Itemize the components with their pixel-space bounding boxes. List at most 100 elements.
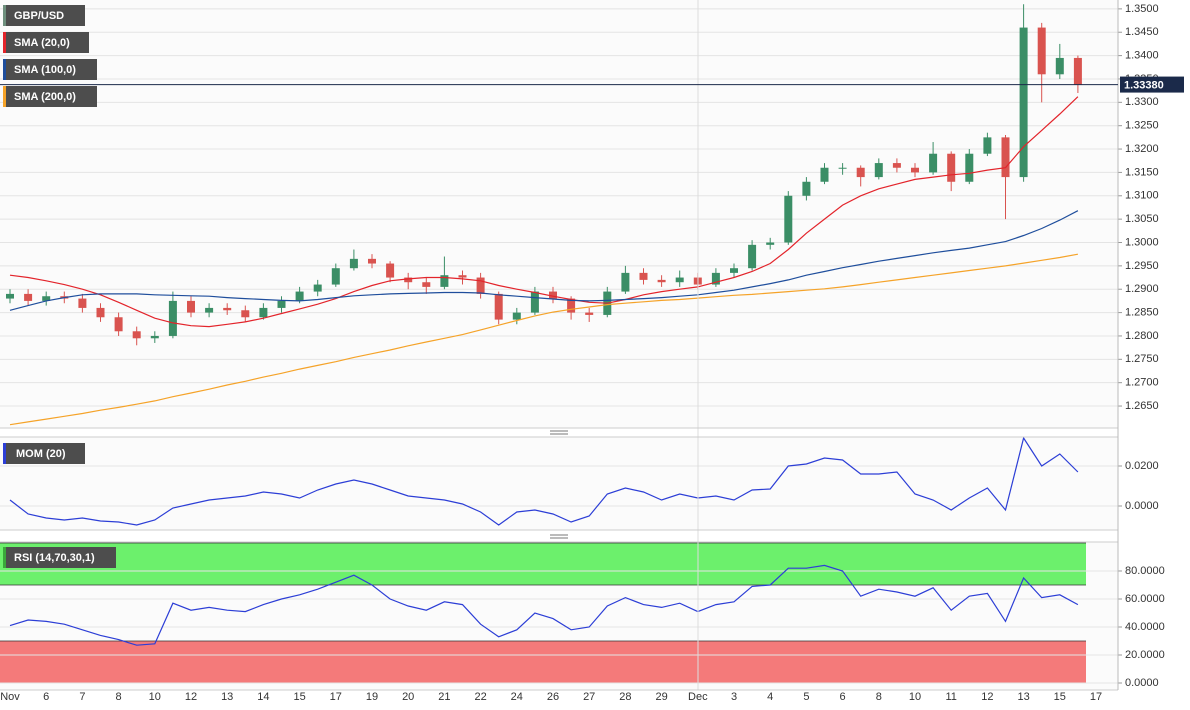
series-line <box>9 253 1079 426</box>
x-tick-label: 8 <box>116 691 122 703</box>
candle-body <box>114 317 123 332</box>
x-tick-label: 11 <box>945 691 956 703</box>
legend: GBP/USD SMA (20,0) SMA (100,0) SMA (200,… <box>3 5 116 568</box>
x-tick-label: 27 <box>583 691 595 703</box>
y-tick-label: 80.0000 <box>1125 565 1165 577</box>
candle-body <box>766 242 775 245</box>
candle-body <box>150 335 159 339</box>
y-tick-label: 0.0000 <box>1125 677 1159 689</box>
candle-body <box>874 163 883 178</box>
rsi-band <box>0 542 1086 585</box>
x-tick-label: 20 <box>402 691 414 703</box>
plot-area: 1.2650 1.2700 1.2750 1.2800 1.2850 1.2900 1.29… <box>0 3 1165 703</box>
y-tick-label: 1.3300 <box>1125 96 1159 108</box>
candle-body <box>132 331 141 339</box>
rsi-band <box>0 640 1086 683</box>
y-tick-label: 1.2850 <box>1125 306 1159 318</box>
candle-body <box>1019 27 1028 178</box>
splitter-grip[interactable] <box>550 430 568 435</box>
x-tick-label: 28 <box>619 691 631 703</box>
series-line <box>9 436 1079 526</box>
candle-body <box>929 153 938 173</box>
candle-body <box>223 307 232 311</box>
last-price-label: 1.33380 <box>1124 79 1164 91</box>
y-tick-label: 40.0000 <box>1125 621 1165 633</box>
candle-body <box>494 293 503 320</box>
y-tick-label: 1.2700 <box>1125 377 1159 389</box>
legend-label: RSI (14,70,30,1) <box>14 552 95 564</box>
candle-body <box>1037 27 1046 75</box>
legend-box <box>3 32 89 53</box>
x-tick-label: Dec <box>688 691 708 703</box>
candle-body <box>838 167 847 169</box>
candle-body <box>6 293 14 299</box>
y-tick-label: 1.3100 <box>1125 190 1159 202</box>
candle-body <box>187 300 195 313</box>
x-tick-label: 13 <box>1017 691 1029 703</box>
x-tick-label: 14 <box>257 691 269 703</box>
x-tick-label: 10 <box>149 691 161 703</box>
candle-body <box>42 296 51 301</box>
y-tick-label: 1.3050 <box>1125 213 1159 225</box>
candle-body <box>422 282 431 287</box>
legend-stripe <box>3 59 6 80</box>
x-tick-label: 22 <box>474 691 486 703</box>
legend-box <box>3 59 97 80</box>
symbol-label: GBP/USD <box>14 10 64 22</box>
x-tick-label: 13 <box>221 691 233 703</box>
series-line <box>9 96 1079 328</box>
candle-body <box>349 258 358 269</box>
x-tick-label: 17 <box>1090 691 1102 703</box>
candle-body <box>205 307 214 313</box>
y-tick-label: 1.3450 <box>1125 26 1159 38</box>
candle-body <box>168 300 177 336</box>
x-tick-label: 12 <box>981 691 993 703</box>
candle-body <box>404 277 413 283</box>
candle-body <box>820 167 829 182</box>
candle-body <box>512 312 521 320</box>
x-tick-label: 24 <box>511 691 523 703</box>
y-tick-label: 1.2900 <box>1125 283 1159 295</box>
candle-body <box>784 195 793 243</box>
candle-body <box>368 258 376 264</box>
legend-label: MOM (20) <box>16 448 66 460</box>
candle-body <box>947 153 956 182</box>
last-price-box <box>1120 76 1184 93</box>
candle-body <box>1073 57 1082 85</box>
candle-body <box>639 272 648 280</box>
x-tick-label: 3 <box>731 691 737 703</box>
legend-box <box>3 547 116 568</box>
y-tick-label: 1.3250 <box>1125 120 1159 132</box>
candle-body <box>331 268 340 285</box>
y-tick-label: 1.2800 <box>1125 330 1159 342</box>
candle-body <box>530 291 539 313</box>
y-tick-label: 1.3500 <box>1125 3 1159 15</box>
candle-body <box>313 284 322 292</box>
y-tick-label: 1.2750 <box>1125 353 1159 365</box>
candle-body <box>1055 57 1064 75</box>
x-tick-label: 6 <box>840 691 846 703</box>
candle-body <box>983 137 992 154</box>
candle-body <box>295 291 304 301</box>
x-tick-label: 12 <box>185 691 197 703</box>
x-tick-label: 5 <box>803 691 809 703</box>
price-panel <box>0 0 1118 428</box>
x-tick-label: 19 <box>366 691 378 703</box>
legend-box <box>3 443 85 464</box>
candle-body <box>911 167 919 173</box>
candle-body <box>748 244 757 269</box>
x-tick-label: 15 <box>1054 691 1066 703</box>
candle-body <box>567 298 576 313</box>
legend-stripe <box>3 443 6 464</box>
candle-body <box>96 307 105 318</box>
candle-body <box>675 277 684 283</box>
splitter-grip[interactable] <box>550 534 568 539</box>
y-tick-label: 1.3400 <box>1125 50 1159 62</box>
candle-body <box>386 263 395 278</box>
legend-label: SMA (100,0) <box>14 64 76 76</box>
y-tick-label: 1.3150 <box>1125 166 1159 178</box>
candle-body <box>440 275 449 287</box>
candle-body <box>241 310 250 318</box>
candle-body <box>549 291 557 299</box>
